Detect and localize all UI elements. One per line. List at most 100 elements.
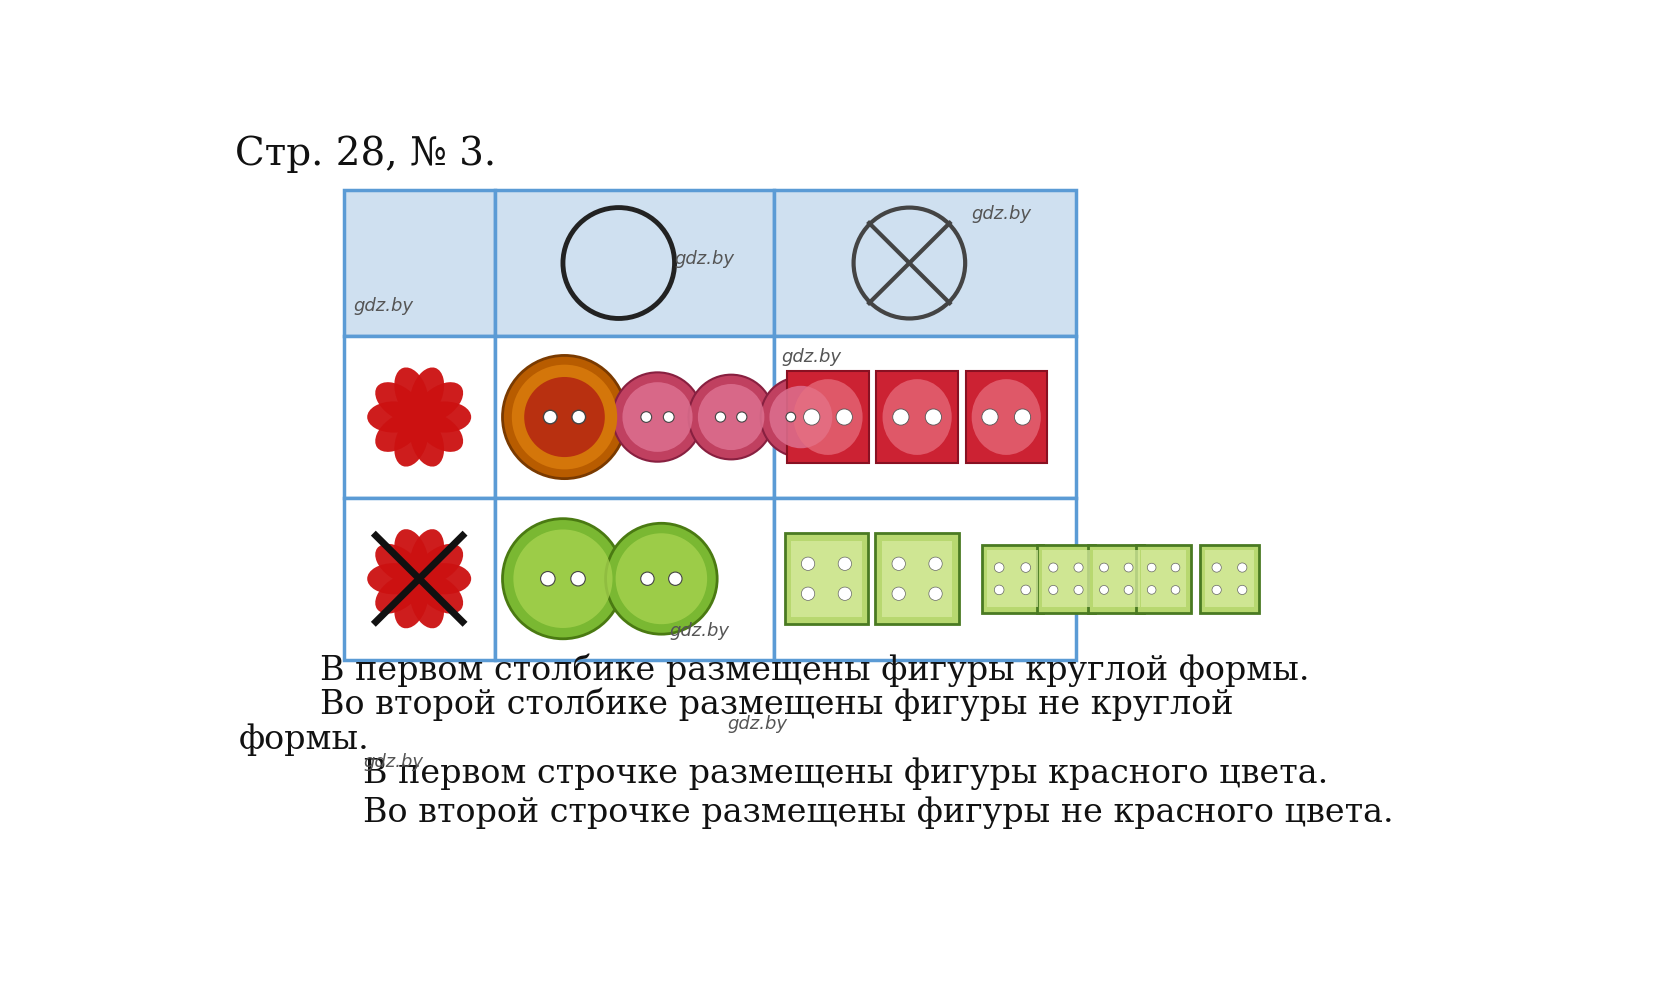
Circle shape — [802, 587, 815, 600]
Bar — [344, 189, 494, 336]
Bar — [965, 371, 1047, 463]
Circle shape — [1171, 585, 1180, 594]
Text: gdz.by: gdz.by — [727, 714, 787, 733]
Circle shape — [1048, 563, 1058, 572]
Circle shape — [571, 571, 586, 586]
Circle shape — [664, 412, 674, 423]
Ellipse shape — [394, 529, 428, 580]
Circle shape — [541, 571, 556, 586]
Text: Во второй строчке размещены фигуры не красного цвета.: Во второй строчке размещены фигуры не кр… — [363, 797, 1394, 829]
Ellipse shape — [409, 577, 444, 628]
Circle shape — [1100, 585, 1108, 594]
Circle shape — [641, 412, 652, 423]
Circle shape — [606, 524, 717, 634]
Bar — [987, 551, 1038, 607]
Text: gdz.by: gdz.by — [782, 348, 842, 366]
Ellipse shape — [409, 367, 444, 419]
Circle shape — [641, 572, 654, 585]
Circle shape — [1238, 585, 1246, 594]
Ellipse shape — [394, 416, 428, 466]
Bar — [1042, 551, 1090, 607]
Circle shape — [892, 587, 905, 600]
Circle shape — [839, 558, 852, 570]
Circle shape — [1100, 563, 1108, 572]
Bar — [1137, 545, 1191, 613]
Bar — [787, 371, 869, 463]
Text: В первом строчке размещены фигуры красного цвета.: В первом строчке размещены фигуры красно… — [363, 758, 1328, 791]
Ellipse shape — [882, 379, 952, 455]
Circle shape — [929, 587, 942, 600]
Circle shape — [1146, 585, 1156, 594]
Text: В первом столбике размещены фигуры круглой формы.: В первом столбике размещены фигуры кругл… — [321, 653, 1310, 686]
Ellipse shape — [418, 563, 471, 594]
Circle shape — [802, 558, 815, 570]
Text: формы.: формы. — [240, 723, 369, 756]
Circle shape — [805, 413, 815, 422]
Bar — [774, 498, 1077, 660]
Bar — [1093, 551, 1140, 607]
Circle shape — [572, 411, 586, 424]
Circle shape — [503, 519, 624, 639]
Ellipse shape — [972, 379, 1042, 455]
Circle shape — [892, 558, 905, 570]
Circle shape — [622, 382, 692, 452]
Circle shape — [1125, 563, 1133, 572]
Circle shape — [785, 413, 795, 422]
Text: gdz.by: gdz.by — [353, 297, 413, 314]
Bar — [494, 336, 774, 498]
Circle shape — [1022, 585, 1030, 595]
Circle shape — [995, 562, 1003, 572]
Circle shape — [396, 556, 443, 601]
Ellipse shape — [374, 412, 423, 452]
Ellipse shape — [416, 573, 463, 614]
Bar — [494, 189, 774, 336]
Bar — [982, 545, 1043, 613]
Circle shape — [616, 534, 707, 624]
Bar — [882, 541, 952, 617]
Circle shape — [929, 558, 942, 570]
Circle shape — [1171, 563, 1180, 571]
Ellipse shape — [794, 379, 862, 455]
Bar — [1142, 551, 1186, 607]
Bar — [875, 534, 958, 624]
Circle shape — [737, 412, 747, 423]
Circle shape — [769, 386, 832, 448]
Text: Во второй столбике размещены фигуры не круглой: Во второй столбике размещены фигуры не к… — [321, 687, 1235, 721]
Ellipse shape — [416, 382, 463, 423]
Ellipse shape — [368, 563, 421, 594]
Bar — [785, 534, 869, 624]
Bar — [344, 498, 494, 660]
Circle shape — [669, 572, 682, 585]
Circle shape — [1073, 585, 1083, 594]
Circle shape — [697, 384, 764, 450]
Circle shape — [524, 377, 604, 457]
Circle shape — [982, 409, 998, 426]
Circle shape — [612, 372, 702, 461]
Bar — [792, 541, 862, 617]
Bar — [1200, 545, 1258, 613]
Text: gdz.by: gdz.by — [972, 205, 1032, 223]
Bar — [1088, 545, 1145, 613]
Circle shape — [995, 585, 1003, 595]
Circle shape — [760, 377, 842, 457]
Ellipse shape — [374, 573, 423, 614]
Ellipse shape — [418, 402, 471, 433]
Circle shape — [716, 412, 726, 423]
Text: gdz.by: gdz.by — [363, 753, 423, 771]
Circle shape — [839, 587, 852, 600]
Circle shape — [1022, 562, 1030, 572]
Ellipse shape — [374, 382, 423, 423]
Circle shape — [1015, 409, 1030, 426]
Ellipse shape — [416, 412, 463, 452]
Circle shape — [804, 409, 820, 426]
Bar — [1037, 545, 1095, 613]
Circle shape — [513, 365, 617, 469]
Ellipse shape — [368, 402, 421, 433]
Bar — [774, 189, 1077, 336]
Circle shape — [892, 409, 909, 426]
Text: Стр. 28, № 3.: Стр. 28, № 3. — [235, 136, 496, 174]
Circle shape — [1211, 562, 1221, 572]
Bar — [1205, 551, 1255, 607]
Circle shape — [503, 355, 627, 478]
Circle shape — [925, 409, 942, 426]
